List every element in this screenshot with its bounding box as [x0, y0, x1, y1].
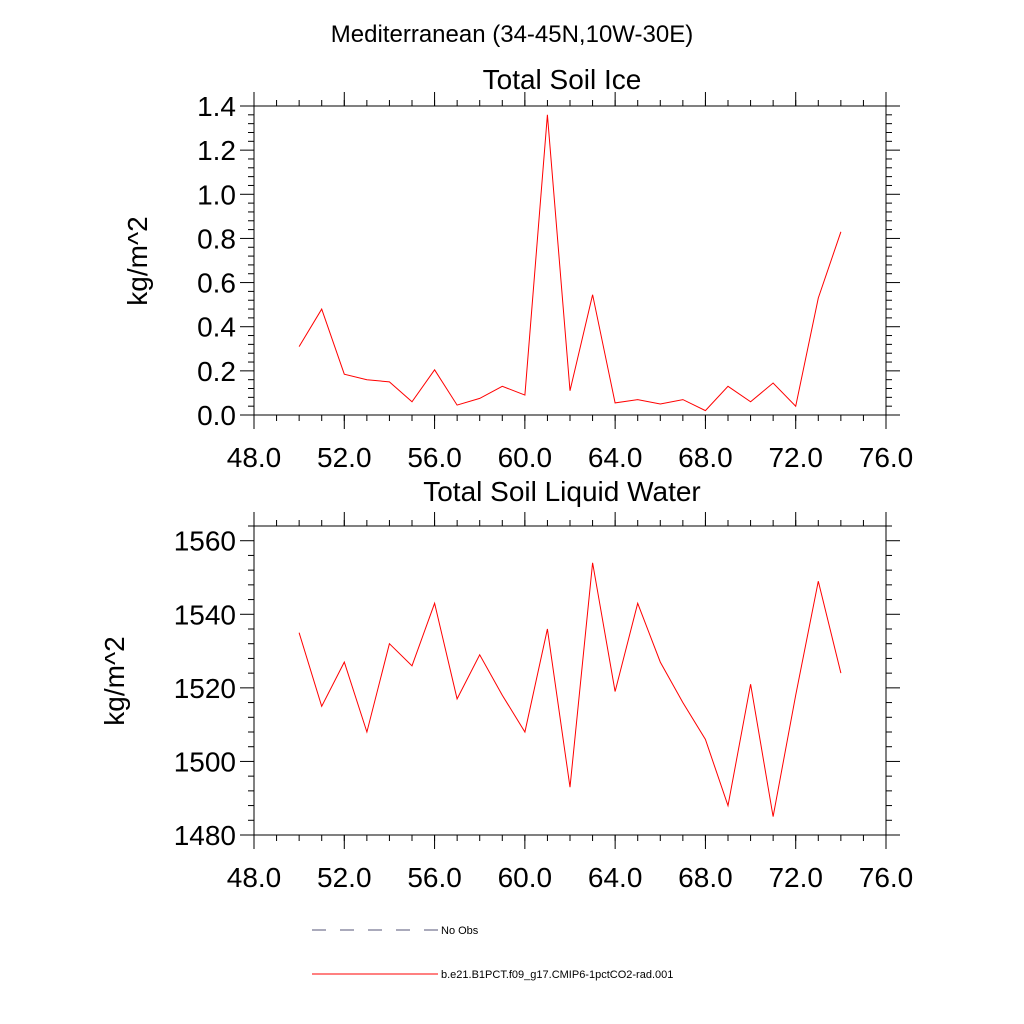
chart-top: Total Soil Ice kg/m^2 48.0 52.0 56.0 60.0 64…	[122, 64, 913, 473]
x-tick-label: 60.0	[498, 862, 553, 893]
x-tick-label: 52.0	[317, 862, 372, 893]
chart-title: Total Soil Liquid Water	[423, 476, 701, 507]
series-line	[298, 562, 842, 817]
y-axis-label: kg/m^2	[99, 636, 130, 725]
y-tick-label: 0.8	[197, 223, 236, 254]
x-tick-label: 72.0	[768, 442, 823, 473]
chart-title: Total Soil Ice	[483, 64, 642, 95]
plot-frame	[253, 525, 887, 836]
x-tick-label: 56.0	[407, 862, 462, 893]
x-tick-label: 48.0	[227, 862, 282, 893]
legend: No Obs b.e21.B1PCT.f09_g17.CMIP6-1pctCO2…	[312, 925, 673, 981]
y-tick-label: 0.4	[197, 312, 236, 343]
y-axis-label: kg/m^2	[122, 216, 153, 305]
y-tick-label: 0.0	[197, 400, 236, 431]
y-tick-label: 1.2	[197, 135, 236, 166]
y-tick-label: 1560	[174, 526, 236, 557]
y-tick-label: 1.0	[197, 179, 236, 210]
x-tick-label: 76.0	[859, 862, 914, 893]
x-tick-label: 64.0	[588, 862, 643, 893]
x-tick-label: 48.0	[227, 442, 282, 473]
chart-bottom: Total Soil Liquid Water kg/m^2 48.0 52.0 5…	[99, 476, 913, 893]
plot-area: 48.0 52.0 56.0 60.0 64.0 68.0 72.0 76.0 1480 1500…	[174, 512, 914, 893]
x-tick-label: 72.0	[768, 862, 823, 893]
series-line	[298, 114, 842, 412]
y-tick-label: 1.4	[197, 91, 236, 122]
legend-label-model: b.e21.B1PCT.f09_g17.CMIP6-1pctCO2-rad.00…	[441, 969, 673, 981]
y-tick-label: 0.2	[197, 356, 236, 387]
x-tick-label: 64.0	[588, 442, 643, 473]
x-tick-label: 76.0	[859, 442, 914, 473]
x-tick-label: 60.0	[498, 442, 553, 473]
y-tick-label: 0.6	[197, 268, 236, 299]
y-tick-label: 1480	[174, 820, 236, 851]
y-tick-label: 1520	[174, 673, 236, 704]
x-tick-label: 68.0	[678, 862, 733, 893]
plot-area: 48.0 52.0 56.0 60.0 64.0 68.0 72.0 76.0 0.0 0.2 0.…	[197, 91, 913, 473]
x-tick-label: 56.0	[407, 442, 462, 473]
legend-label-no-obs: No Obs	[441, 925, 479, 937]
y-tick-label: 1540	[174, 599, 236, 630]
x-tick-label: 52.0	[317, 442, 372, 473]
figure-title: Mediterranean (34-45N,10W-30E)	[331, 21, 693, 48]
x-tick-label: 68.0	[678, 442, 733, 473]
plot-frame	[253, 105, 887, 416]
y-tick-label: 1500	[174, 746, 236, 777]
